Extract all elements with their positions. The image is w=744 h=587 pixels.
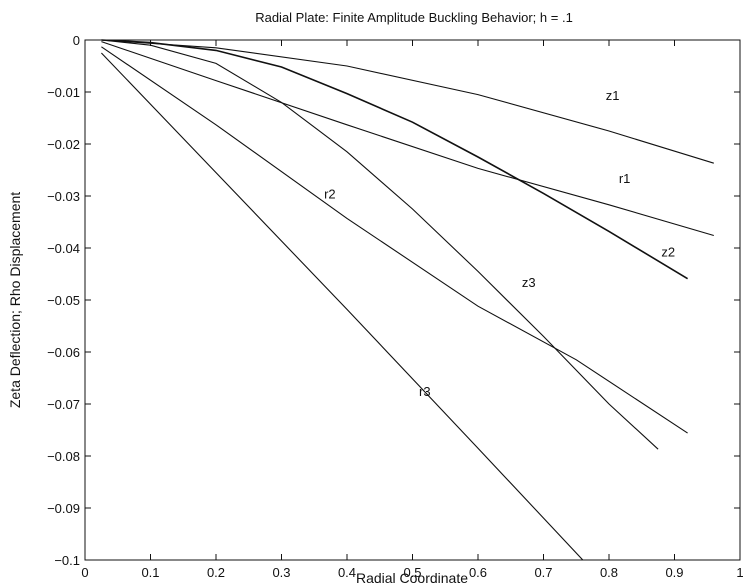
y-tick-label: −0.08 — [47, 449, 80, 464]
x-tick-label: 0.2 — [207, 565, 225, 580]
series-label-z2: z2 — [661, 244, 675, 259]
series-lines — [101, 39, 714, 561]
y-tick-label: −0.02 — [47, 137, 80, 152]
x-tick-label: 0.3 — [272, 565, 290, 580]
y-tick-label: −0.06 — [47, 345, 80, 360]
y-tick-label: −0.04 — [47, 241, 80, 256]
series-labels: z1 r1 z2 r2 z3 r3 — [324, 88, 675, 399]
series-line-z2 — [101, 39, 689, 280]
y-axis-label: Zeta Deflection; Rho Displacement — [7, 192, 23, 408]
x-axis-label: Radial Coordinate — [356, 570, 468, 586]
y-tick-label: −0.07 — [47, 397, 80, 412]
x-tick-label: 0 — [81, 565, 88, 580]
series-line-r1 — [101, 41, 714, 237]
x-tick-label: 1 — [736, 565, 743, 580]
y-tick-label: −0.01 — [47, 85, 80, 100]
y-tick-label: −0.1 — [54, 553, 80, 568]
y-tick-label: −0.03 — [47, 189, 80, 204]
series-line-r2 — [101, 46, 688, 434]
x-tick-label: 0.7 — [534, 565, 552, 580]
series-label-z1: z1 — [606, 88, 620, 103]
series-label-z3: z3 — [522, 275, 536, 290]
series-label-r3: r3 — [419, 384, 431, 399]
x-tick-label: 0.8 — [600, 565, 618, 580]
y-tick-label: −0.05 — [47, 293, 80, 308]
x-tick-label: 0.4 — [338, 565, 356, 580]
series-label-r1: r1 — [619, 171, 631, 186]
series-label-r2: r2 — [324, 187, 336, 202]
x-tick-label: 0.5 — [403, 565, 421, 580]
y-tick-label: 0 — [73, 33, 80, 48]
chart-title: Radial Plate: Finite Amplitude Buckling … — [255, 10, 573, 25]
series-line-r3 — [101, 52, 584, 561]
x-tick-label: 0.9 — [665, 565, 683, 580]
axis-ticks: 0 0.1 0.2 0.3 0.4 0.5 0.6 0.7 0.8 0.9 1 0 −0.01 −0.02… — [47, 33, 744, 580]
series-line-z1 — [101, 39, 714, 164]
series-line-z3 — [101, 39, 659, 450]
y-tick-label: −0.09 — [47, 501, 80, 516]
x-tick-label: 0.6 — [469, 565, 487, 580]
x-tick-label: 0.1 — [141, 565, 159, 580]
